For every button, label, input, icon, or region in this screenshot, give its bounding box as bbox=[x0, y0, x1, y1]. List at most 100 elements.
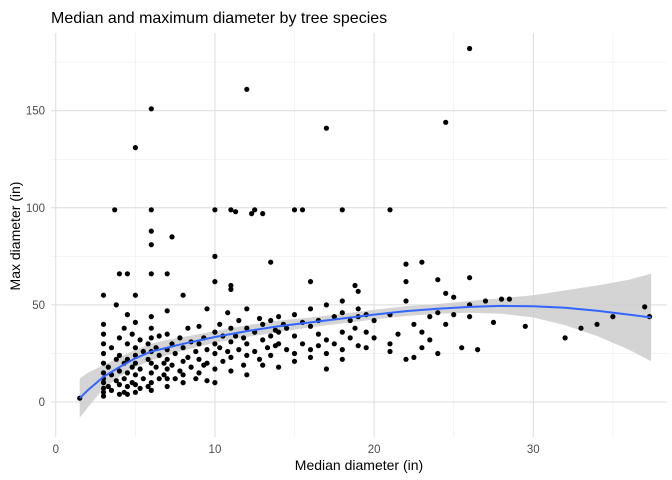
y-axis-title: Max diameter (in) bbox=[7, 182, 23, 291]
data-point bbox=[244, 372, 250, 378]
data-point bbox=[268, 317, 274, 324]
data-point bbox=[108, 345, 115, 351]
data-point bbox=[339, 207, 345, 213]
data-point bbox=[185, 354, 191, 360]
data-point bbox=[177, 335, 183, 341]
data-point bbox=[233, 333, 239, 339]
data-point bbox=[264, 345, 271, 351]
data-point bbox=[490, 319, 497, 325]
data-point bbox=[352, 325, 358, 331]
data-point bbox=[116, 368, 122, 374]
data-point bbox=[124, 370, 130, 376]
y-tick-label: 150 bbox=[26, 106, 45, 118]
data-point bbox=[236, 317, 242, 324]
data-point bbox=[578, 325, 584, 331]
data-point bbox=[256, 315, 263, 322]
data-point bbox=[260, 362, 266, 368]
data-point bbox=[241, 362, 247, 368]
data-point bbox=[100, 389, 107, 395]
data-point bbox=[188, 364, 194, 370]
data-point bbox=[132, 389, 138, 395]
x-tick-label: 30 bbox=[527, 444, 540, 456]
data-point bbox=[244, 325, 250, 331]
data-point bbox=[276, 314, 282, 320]
data-point bbox=[164, 376, 170, 382]
data-point bbox=[419, 329, 425, 335]
data-point bbox=[307, 347, 314, 353]
data-point bbox=[169, 341, 175, 347]
data-point bbox=[129, 331, 135, 337]
data-point bbox=[299, 341, 306, 347]
data-point bbox=[331, 341, 337, 347]
data-point bbox=[307, 306, 314, 312]
data-point bbox=[148, 380, 154, 386]
data-point bbox=[212, 380, 218, 386]
data-point bbox=[193, 348, 199, 355]
data-point bbox=[132, 319, 138, 325]
data-point bbox=[156, 376, 162, 382]
tick-labels: 0 10 20 30 0 50 100 150 bbox=[26, 106, 540, 456]
data-point bbox=[193, 376, 199, 382]
data-point bbox=[161, 360, 167, 366]
data-point bbox=[156, 352, 162, 358]
data-point bbox=[180, 380, 186, 386]
data-point bbox=[212, 366, 218, 372]
data-point bbox=[347, 317, 353, 324]
data-point bbox=[132, 145, 138, 151]
data-point bbox=[284, 325, 290, 331]
data-point bbox=[260, 337, 266, 343]
data-point bbox=[228, 282, 234, 289]
data-point bbox=[116, 352, 122, 358]
data-point bbox=[299, 207, 306, 213]
data-point bbox=[164, 383, 170, 390]
data-point bbox=[315, 343, 321, 349]
data-point bbox=[419, 345, 425, 351]
data-point bbox=[172, 376, 178, 382]
data-point bbox=[124, 391, 130, 397]
data-point bbox=[145, 356, 151, 362]
data-point bbox=[291, 350, 298, 357]
data-point bbox=[212, 329, 218, 335]
data-point bbox=[172, 350, 178, 357]
data-point bbox=[169, 362, 175, 368]
data-point bbox=[217, 345, 223, 351]
data-point bbox=[260, 321, 266, 327]
data-point bbox=[252, 348, 258, 355]
data-point bbox=[164, 271, 170, 277]
data-point bbox=[339, 310, 345, 316]
data-point bbox=[180, 372, 186, 378]
data-point bbox=[148, 207, 154, 213]
y-tick-label: 100 bbox=[26, 203, 45, 215]
data-point bbox=[363, 345, 369, 351]
data-point bbox=[153, 364, 159, 370]
smooth-trend bbox=[78, 304, 652, 399]
data-point bbox=[249, 211, 255, 217]
x-tick-label: 0 bbox=[53, 444, 59, 456]
data-point bbox=[148, 242, 154, 248]
data-point bbox=[411, 354, 417, 360]
confidence-band-area bbox=[79, 273, 652, 418]
data-point bbox=[459, 345, 465, 351]
data-point bbox=[196, 341, 202, 347]
data-point bbox=[307, 354, 314, 360]
x-tick-label: 10 bbox=[209, 444, 222, 456]
data-point bbox=[121, 376, 127, 382]
data-point bbox=[291, 358, 298, 364]
data-point bbox=[284, 347, 290, 353]
data-point bbox=[276, 341, 282, 347]
data-point bbox=[323, 350, 329, 357]
data-point bbox=[594, 321, 600, 327]
data-point bbox=[387, 341, 393, 347]
data-point bbox=[323, 125, 329, 131]
data-point bbox=[121, 325, 127, 331]
data-point bbox=[403, 298, 409, 304]
data-point bbox=[217, 321, 223, 327]
data-point bbox=[244, 86, 250, 92]
data-point bbox=[276, 364, 282, 370]
data-point bbox=[236, 347, 242, 353]
data-point bbox=[196, 356, 202, 362]
data-point bbox=[435, 350, 441, 357]
data-point bbox=[347, 335, 353, 341]
data-point bbox=[212, 341, 218, 347]
data-point bbox=[506, 296, 512, 302]
